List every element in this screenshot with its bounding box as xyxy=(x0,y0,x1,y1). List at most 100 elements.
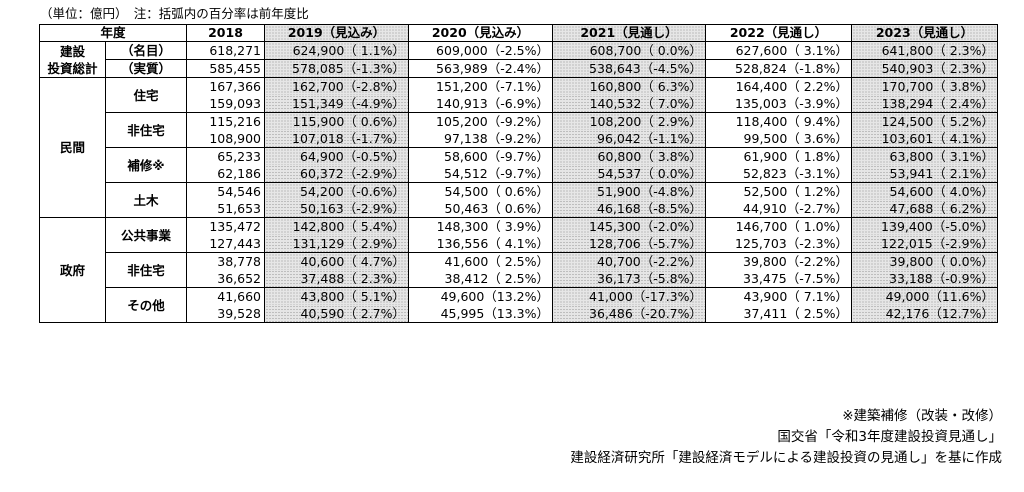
sub-label: 住宅 xyxy=(104,77,188,113)
table-row: 建設 投資総計 （名目） 618,271 624,900（ 1.1%） 609,000（… xyxy=(39,41,999,78)
table-cell: 54,512（-9.7%） xyxy=(408,165,554,183)
table-cell: 609,000（-2.5%） xyxy=(408,41,554,60)
group-label-private: 民間 xyxy=(39,77,106,218)
table-cell: 60,372（-2.9%） xyxy=(264,165,410,183)
table-cell: 41,000（-17.3%） xyxy=(552,287,707,305)
table-row: 政府 公共事業 135,472 142,800（ 5.4%） 148,300（ 3.9%… xyxy=(39,217,999,323)
table-cell: 108,900 xyxy=(186,130,266,148)
table-cell: 33,475（-7.5%） xyxy=(705,270,853,288)
table-cell: 52,823（-3.1%） xyxy=(705,165,853,183)
col-header: 2018 xyxy=(186,24,266,42)
table-cell: 51,900（-4.8%） xyxy=(552,182,707,200)
table-cell: 41,660 xyxy=(186,287,266,305)
col-header: 2020（見込み） xyxy=(408,24,554,42)
table-cell: 33,188（-0.9%） xyxy=(851,270,999,288)
table-cell: 115,216 xyxy=(186,112,266,130)
table-cell: 170,700（ 3.8%） xyxy=(851,77,999,95)
col-header: 2019（見込み） xyxy=(264,24,410,42)
table-cell: 103,601（ 4.1%） xyxy=(851,130,999,148)
table-cell: 54,600（ 4.0%） xyxy=(851,182,999,200)
table-row: 土木 54,546 54,200（-0.6%） 54,500（ 0.6%） 51,900… xyxy=(40,182,999,218)
table-cell: 39,528 xyxy=(186,305,266,323)
table-cell: 37,411（ 2.5%） xyxy=(705,305,853,323)
table-row: （実質） 585,455 578,085（-1.3%） 563,989（-2.4%） 5… xyxy=(40,59,999,78)
table-cell: 54,537（ 0.0%） xyxy=(552,165,707,183)
table-row: 127,443 131,129（ 2.9%） 136,556（ 4.1%） 128,7… xyxy=(40,235,999,253)
sub-label: 非住宅 xyxy=(104,112,188,148)
footnote: 国交省「令和3年度建設投資見通し」 xyxy=(777,429,1002,445)
table-cell: 108,200（ 2.9%） xyxy=(552,112,707,130)
sub-label: その他 xyxy=(104,287,188,323)
table-cell: 52,500（ 1.2%） xyxy=(705,182,853,200)
table-cell: 167,366 xyxy=(186,77,266,95)
table-cell: 50,463（ 0.6%） xyxy=(408,200,554,218)
table-cell: 54,500（ 0.6%） xyxy=(408,182,554,200)
table-cell: 563,989（-2.4%） xyxy=(408,59,554,78)
table-cell: 99,500（ 3.6%） xyxy=(705,130,853,148)
table-cell: 151,349（-4.9%） xyxy=(264,95,410,113)
table-cell: 618,271 xyxy=(186,41,266,60)
table-cell: 122,015（-2.9%） xyxy=(851,235,999,253)
table-cell: 42,176（12.7%） xyxy=(851,305,999,323)
table-cell: 148,300（ 3.9%） xyxy=(408,217,554,235)
table-cell: 46,168（-8.5%） xyxy=(552,200,707,218)
table-cell: 50,163（-2.9%） xyxy=(264,200,410,218)
table-cell: 140,532（ 7.0%） xyxy=(552,95,707,113)
sub-label: （実質） xyxy=(104,59,188,78)
table-cell: 135,003（-3.9%） xyxy=(705,95,853,113)
table-cell: 142,800（ 5.4%） xyxy=(264,217,410,235)
table-cell: 608,700（ 0.0%） xyxy=(552,41,707,60)
table-cell: 641,800（ 2.3%） xyxy=(851,41,999,60)
table-cell: 125,703（-2.3%） xyxy=(705,235,853,253)
table-cell: 127,443 xyxy=(186,235,266,253)
table-cell: 107,018（-1.7%） xyxy=(264,130,410,148)
table-cell: 49,000（11.6%） xyxy=(851,287,999,305)
table-cell: 45,995（13.3%） xyxy=(408,305,554,323)
table-cell: 139,400（-5.0%） xyxy=(851,217,999,235)
table-cell: 118,400（ 9.4%） xyxy=(705,112,853,130)
table-cell: 136,556（ 4.1%） xyxy=(408,235,554,253)
table-cell: 578,085（-1.3%） xyxy=(264,59,410,78)
footnote: ※建築補修（改装・改修） xyxy=(842,408,1002,424)
table-row: 補修※ 65,233 64,900（-0.5%） 58,600（-9.7%） 60,80… xyxy=(40,147,999,183)
table-cell: 140,913（-6.9%） xyxy=(408,95,554,113)
table-cell: 138,294（ 2.4%） xyxy=(851,95,999,113)
table-cell: 38,778 xyxy=(186,252,266,270)
table-cell: 145,300（-2.0%） xyxy=(552,217,707,235)
table-cell: 58,600（-9.7%） xyxy=(408,147,554,165)
table-cell: 160,800（ 6.3%） xyxy=(552,77,707,95)
table-cell: 37,488（ 2.3%） xyxy=(264,270,410,288)
unit-note: （単位：億円） 注：括弧内の百分率は前年度比 xyxy=(40,6,309,21)
table-row: 非住宅 115,216 115,900（ 0.6%） 105,200（-9.2%） 10… xyxy=(40,112,999,148)
year-header: 年度 xyxy=(38,24,188,42)
table-cell: 135,472 xyxy=(186,217,266,235)
table-cell: 97,138（-9.2%） xyxy=(408,130,554,148)
sub-label: 公共事業 xyxy=(104,217,188,253)
table-cell: 131,129（ 2.9%） xyxy=(264,235,410,253)
table-cell: 60,800（ 3.8%） xyxy=(552,147,707,165)
footnote: 建設経済研究所「建設経済モデルによる建設投資の見通し」を基に作成 xyxy=(570,450,1002,466)
table-cell: 36,173（-5.8%） xyxy=(552,270,707,288)
table-cell: 64,900（-0.5%） xyxy=(264,147,410,165)
table-row: その他 41,660 43,800（ 5.1%） 49,600（13.2%） 41,00… xyxy=(40,287,999,323)
table-cell: 40,600（ 4.7%） xyxy=(264,252,410,270)
table-cell: 49,600（13.2%） xyxy=(408,287,554,305)
table-cell: 105,200（-9.2%） xyxy=(408,112,554,130)
col-header: 2022（見通し） xyxy=(705,24,853,42)
table-cell: 39,800（-2.2%） xyxy=(705,252,853,270)
table-cell: 115,900（ 0.6%） xyxy=(264,112,410,130)
table-cell: 51,653 xyxy=(186,200,266,218)
table-cell: 47,688（ 6.2%） xyxy=(851,200,999,218)
table-row: 民間 住宅 167,366 162,700（-2.8%） 151,200（-7.1%） 1… xyxy=(39,77,999,218)
table-cell: 36,486（-20.7%） xyxy=(552,305,707,323)
table-cell: 41,600（ 2.5%） xyxy=(408,252,554,270)
col-header: 2021（見通し） xyxy=(552,24,707,42)
table-cell: 54,200（-0.6%） xyxy=(264,182,410,200)
construction-investment-table: 年度 2018 2019（見込み） 2020（見込み） 2021（見通し） 20… xyxy=(38,24,999,323)
sub-label: 補修※ xyxy=(104,147,188,183)
table-row: 108,900 107,018（-1.7%） 97,138（-9.2%） 96,042… xyxy=(40,130,999,148)
table-row: 62,186 60,372（-2.9%） 54,512（-9.7%） 54,537（ … xyxy=(40,165,999,183)
table-cell: 61,900（ 1.8%） xyxy=(705,147,853,165)
table-cell: 528,824（-1.8%） xyxy=(705,59,853,78)
table-cell: 39,800（ 0.0%） xyxy=(851,252,999,270)
